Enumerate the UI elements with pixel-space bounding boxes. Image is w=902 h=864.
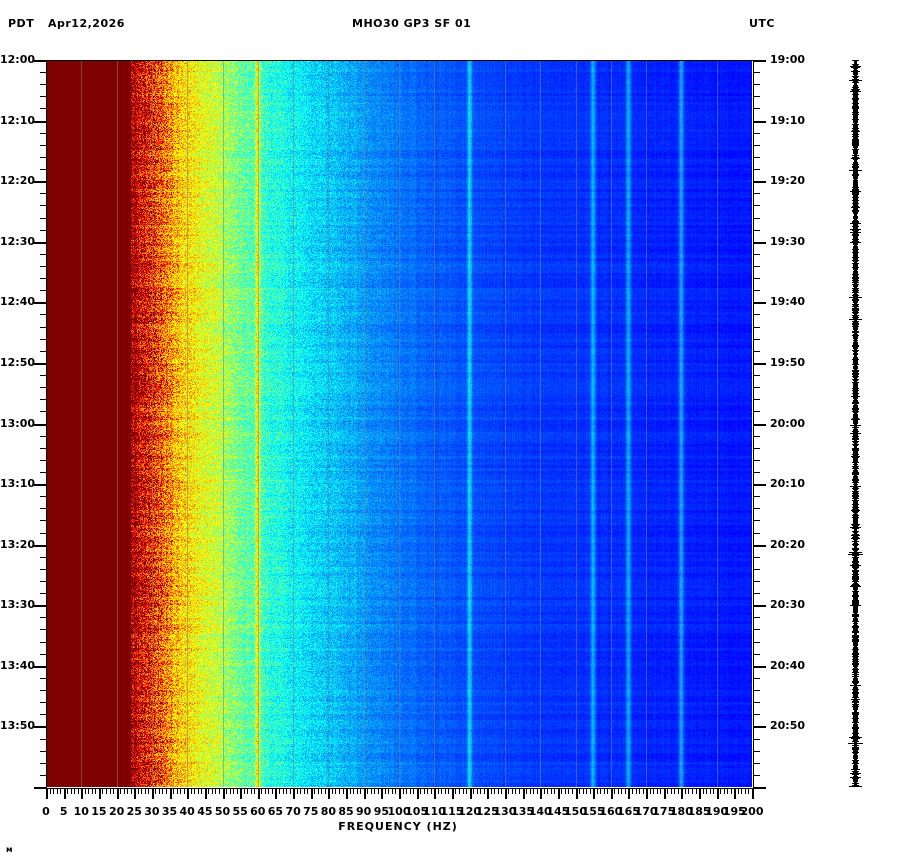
frequency-tick-label: 100 bbox=[387, 805, 411, 818]
pdt-tick-label: 13:50 bbox=[0, 719, 36, 733]
frequency-tick-label: 115 bbox=[440, 805, 464, 818]
corner-artifact-mark: ᴍ bbox=[6, 845, 13, 854]
frequency-tick-label: 180 bbox=[669, 805, 693, 818]
utc-tick-label: 19:30 bbox=[770, 234, 806, 248]
frequency-tick-label: 25 bbox=[126, 805, 142, 818]
frequency-tick-label: 15 bbox=[91, 805, 107, 818]
frequency-tick-label: 45 bbox=[197, 805, 213, 818]
frequency-tick-label: 135 bbox=[511, 805, 535, 818]
spectrogram-plot[interactable] bbox=[46, 60, 752, 787]
frequency-tick-label: 190 bbox=[705, 805, 729, 818]
frequency-tick-label: 95 bbox=[373, 805, 389, 818]
pdt-tick-label: 12:50 bbox=[0, 355, 36, 369]
pdt-tick-label: 12:10 bbox=[0, 113, 36, 127]
frequency-tick-label: 120 bbox=[458, 805, 482, 818]
frequency-tick-label: 130 bbox=[493, 805, 517, 818]
utc-tick-label: 20:20 bbox=[770, 537, 806, 551]
spectrogram-canvas[interactable] bbox=[46, 60, 752, 787]
frequency-tick-label: 185 bbox=[687, 805, 711, 818]
pdt-tick-label: 12:30 bbox=[0, 234, 36, 248]
frequency-tick-label: 175 bbox=[652, 805, 676, 818]
pdt-tick-label: 13:40 bbox=[0, 658, 36, 672]
frequency-tick-label: 0 bbox=[42, 805, 50, 818]
frequency-tick-label: 155 bbox=[581, 805, 605, 818]
amplitude-trace-panel bbox=[828, 60, 884, 787]
frequency-tick-label: 75 bbox=[303, 805, 319, 818]
pdt-tick-label: 13:30 bbox=[0, 598, 36, 612]
utc-tick-label: 20:00 bbox=[770, 416, 806, 430]
amplitude-trace-canvas bbox=[828, 60, 884, 787]
utc-tick-label: 19:00 bbox=[770, 53, 806, 66]
header-date: Apr12,2026 bbox=[48, 17, 125, 30]
left-axis-ticks bbox=[32, 55, 47, 792]
pdt-tick-label: 13:20 bbox=[0, 537, 36, 551]
frequency-tick-label: 85 bbox=[338, 805, 354, 818]
frequency-tick-label: 30 bbox=[144, 805, 160, 818]
frequency-axis-title: FREQUENCY (HZ) bbox=[338, 820, 458, 833]
utc-tick-label: 20:40 bbox=[770, 658, 806, 672]
header-timezone-right: UTC bbox=[749, 17, 776, 30]
header-timezone-left: PDT bbox=[8, 17, 35, 30]
frequency-tick-label: 195 bbox=[722, 805, 746, 818]
frequency-tick-label: 40 bbox=[179, 805, 195, 818]
frequency-tick-label: 70 bbox=[285, 805, 301, 818]
frequency-tick-label: 60 bbox=[250, 805, 266, 818]
frequency-tick-label: 140 bbox=[528, 805, 552, 818]
frequency-tick-label: 110 bbox=[422, 805, 446, 818]
frequency-tick-label: 90 bbox=[356, 805, 372, 818]
utc-tick-label: 19:50 bbox=[770, 355, 806, 369]
utc-tick-label: 20:30 bbox=[770, 598, 806, 612]
frequency-tick-label: 150 bbox=[564, 805, 587, 818]
frequency-tick-label: 170 bbox=[634, 805, 658, 818]
frequency-tick-label: 145 bbox=[546, 805, 570, 818]
frequency-tick-label: 105 bbox=[405, 805, 429, 818]
frequency-tick-label: 55 bbox=[232, 805, 248, 818]
frequency-tick-label: 35 bbox=[161, 805, 178, 818]
frequency-tick-label: 160 bbox=[599, 805, 623, 818]
pdt-tick-label: 12:00 bbox=[0, 53, 36, 66]
utc-tick-label: 20:50 bbox=[770, 719, 806, 733]
utc-tick-label: 19:20 bbox=[770, 174, 806, 188]
page-title: MHO30 GP3 SF 01 bbox=[352, 17, 472, 30]
pdt-tick-label: 12:40 bbox=[0, 295, 36, 309]
frequency-tick-label: 50 bbox=[214, 805, 231, 818]
right-axis-ticks bbox=[753, 55, 768, 792]
bottom-axis-ticks bbox=[40, 788, 760, 802]
frequency-tick-label: 80 bbox=[320, 805, 337, 818]
pdt-tick-label: 13:10 bbox=[0, 477, 36, 491]
frequency-tick-label: 200 bbox=[740, 805, 764, 818]
utc-tick-label: 20:10 bbox=[770, 477, 806, 491]
frequency-tick-label: 20 bbox=[108, 805, 125, 818]
frequency-tick-label: 10 bbox=[73, 805, 89, 818]
frequency-tick-label: 5 bbox=[59, 805, 68, 818]
frequency-tick-label: 165 bbox=[616, 805, 640, 818]
utc-tick-label: 19:40 bbox=[770, 295, 806, 309]
pdt-tick-label: 13:00 bbox=[0, 416, 36, 430]
pdt-tick-label: 12:20 bbox=[0, 174, 36, 188]
utc-tick-label: 19:10 bbox=[770, 113, 806, 127]
frequency-tick-label: 65 bbox=[267, 805, 284, 818]
frequency-tick-label: 125 bbox=[475, 805, 499, 818]
